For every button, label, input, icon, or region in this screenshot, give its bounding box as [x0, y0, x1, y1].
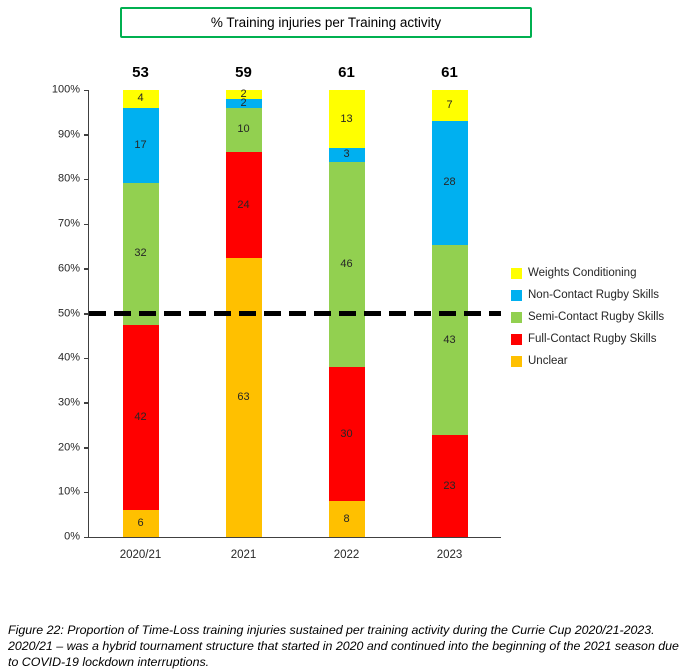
stacked-bar: 7 28 43 23 — [431, 90, 468, 537]
category-slot: 53 4 17 32 42 6 2020/21 — [89, 64, 192, 561]
x-axis-label: 2020/21 — [119, 549, 162, 561]
legend-swatch — [511, 267, 522, 279]
y-tick-mark — [84, 178, 89, 181]
segment-value-label: 8 — [343, 512, 350, 525]
legend-item: Weights Conditioning — [511, 262, 689, 284]
y-tick-mark — [84, 313, 89, 315]
stacked-bar: 13 3 46 30 8 — [328, 90, 365, 537]
category-slot: 61 13 3 46 30 8 2022 — [295, 64, 398, 561]
legend-label: Full-Contact Rugby Skills — [528, 333, 657, 345]
category-slot: 59 2 2 10 24 63 2021 — [192, 64, 295, 561]
segment-value-label: 28 — [443, 176, 456, 189]
legend-item: Non-Contact Rugby Skills — [511, 284, 689, 306]
segment-value-label: 4 — [137, 92, 144, 105]
segment-value-label: 13 — [340, 112, 353, 125]
legend-swatch — [511, 355, 522, 367]
legend-swatch — [511, 289, 522, 301]
stacked-bar: 2 2 10 24 63 — [225, 87, 262, 537]
category-slot: 61 7 28 43 23 2023 — [398, 64, 501, 561]
chart-title-box: % Training injuries per Training activit… — [120, 7, 532, 38]
y-tick-label: 90% — [57, 128, 80, 141]
bar-segment-non-contact-rugby-skills: 3 — [328, 148, 365, 162]
bar-segment-unclear: 8 — [328, 501, 365, 537]
bar-segment-semi-contact-rugby-skills: 32 — [122, 182, 159, 325]
y-tick-mark — [84, 447, 89, 449]
legend-item: Semi-Contact Rugby Skills — [511, 306, 689, 328]
x-axis-label: 2023 — [436, 549, 463, 561]
segment-value-label: 7 — [446, 99, 453, 112]
x-axis-label: 2021 — [230, 549, 257, 561]
y-tick-label: 50% — [57, 307, 80, 319]
segment-value-label: 63 — [237, 391, 250, 404]
figure-caption: Figure 22: Proportion of Time-Loss train… — [8, 623, 679, 669]
y-tick-mark — [84, 223, 89, 226]
segment-value-label: 24 — [237, 198, 250, 211]
segment-value-label: 42 — [134, 411, 147, 424]
legend-label: Semi-Contact Rugby Skills — [528, 311, 665, 323]
bar-segment-non-contact-rugby-skills: 2 — [225, 96, 262, 109]
bar-segment-semi-contact-rugby-skills: 10 — [225, 107, 262, 152]
y-tick-mark — [84, 268, 89, 270]
bar-segment-full-contact-rugby-skills: 23 — [431, 435, 468, 537]
bar-segment-unclear: 63 — [225, 258, 262, 537]
y-tick-label: 80% — [57, 172, 80, 185]
segment-value-label: 10 — [237, 123, 250, 136]
y-tick-mark — [84, 536, 89, 538]
bar-segment-full-contact-rugby-skills: 24 — [225, 151, 262, 259]
x-axis-label: 2022 — [333, 549, 360, 561]
bar-segment-semi-contact-rugby-skills: 43 — [431, 244, 468, 436]
y-tick-mark — [84, 402, 89, 404]
y-tick-mark — [84, 357, 89, 360]
y-tick-label: 30% — [57, 396, 80, 409]
y-tick-mark — [84, 134, 89, 136]
bar-segment-non-contact-rugby-skills: 28 — [431, 121, 468, 245]
bar-total-label: 61 — [441, 64, 458, 81]
bar-total-label: 61 — [338, 64, 355, 81]
bar-segment-weights-conditioning: 2 — [225, 87, 262, 100]
y-tick-label: 0% — [64, 530, 80, 543]
legend-label: Non-Contact Rugby Skills — [528, 289, 660, 301]
legend-swatch — [511, 333, 522, 345]
segment-value-label: 30 — [340, 427, 353, 440]
segment-value-label: 6 — [137, 517, 144, 530]
bar-segment-non-contact-rugby-skills: 17 — [122, 107, 159, 183]
y-tick-label: 40% — [57, 351, 80, 364]
reference-line-50pct — [89, 311, 501, 316]
bar-total-label: 59 — [235, 64, 252, 81]
bar-segment-unclear: 6 — [122, 510, 159, 537]
legend-item: Unclear — [511, 350, 689, 372]
segment-value-label: 2 — [240, 87, 247, 100]
bar-segment-weights-conditioning: 13 — [328, 90, 365, 149]
legend-label: Weights Conditioning — [528, 267, 637, 279]
legend-label: Unclear — [528, 355, 568, 367]
bar-segment-weights-conditioning: 4 — [122, 90, 159, 108]
bar-segment-weights-conditioning: 7 — [431, 90, 468, 122]
segment-value-label: 2 — [240, 96, 247, 109]
legend-item: Full-Contact Rugby Skills — [511, 328, 689, 350]
y-tick-label: 100% — [51, 83, 80, 96]
y-tick-mark — [84, 491, 89, 494]
legend: Weights Conditioning Non-Contact Rugby Sk… — [511, 262, 689, 372]
bar-segment-full-contact-rugby-skills: 30 — [328, 367, 365, 502]
chart-title: % Training injuries per Training activit… — [210, 15, 442, 30]
y-tick-label: 70% — [57, 217, 80, 230]
plot-area: 53 4 17 32 42 6 2020/21 59 2 2 10 24 63 2021 61 13 3 46 30… — [52, 64, 501, 561]
legend-swatch — [511, 311, 522, 323]
bar-segment-full-contact-rugby-skills: 42 — [122, 324, 159, 511]
segment-value-label: 3 — [343, 148, 350, 161]
segment-value-label: 23 — [443, 479, 456, 492]
stacked-bar: 4 17 32 42 6 — [122, 90, 159, 537]
segment-value-label: 46 — [340, 257, 353, 270]
y-tick-label: 60% — [57, 262, 80, 275]
segment-value-label: 32 — [134, 247, 147, 260]
y-tick-label: 10% — [57, 485, 80, 498]
bar-segment-semi-contact-rugby-skills: 46 — [328, 161, 365, 368]
bar-total-label: 53 — [132, 64, 149, 81]
segment-value-label: 43 — [443, 333, 456, 346]
y-tick-label: 20% — [57, 441, 80, 454]
segment-value-label: 17 — [134, 138, 147, 151]
y-tick-mark — [84, 89, 89, 91]
